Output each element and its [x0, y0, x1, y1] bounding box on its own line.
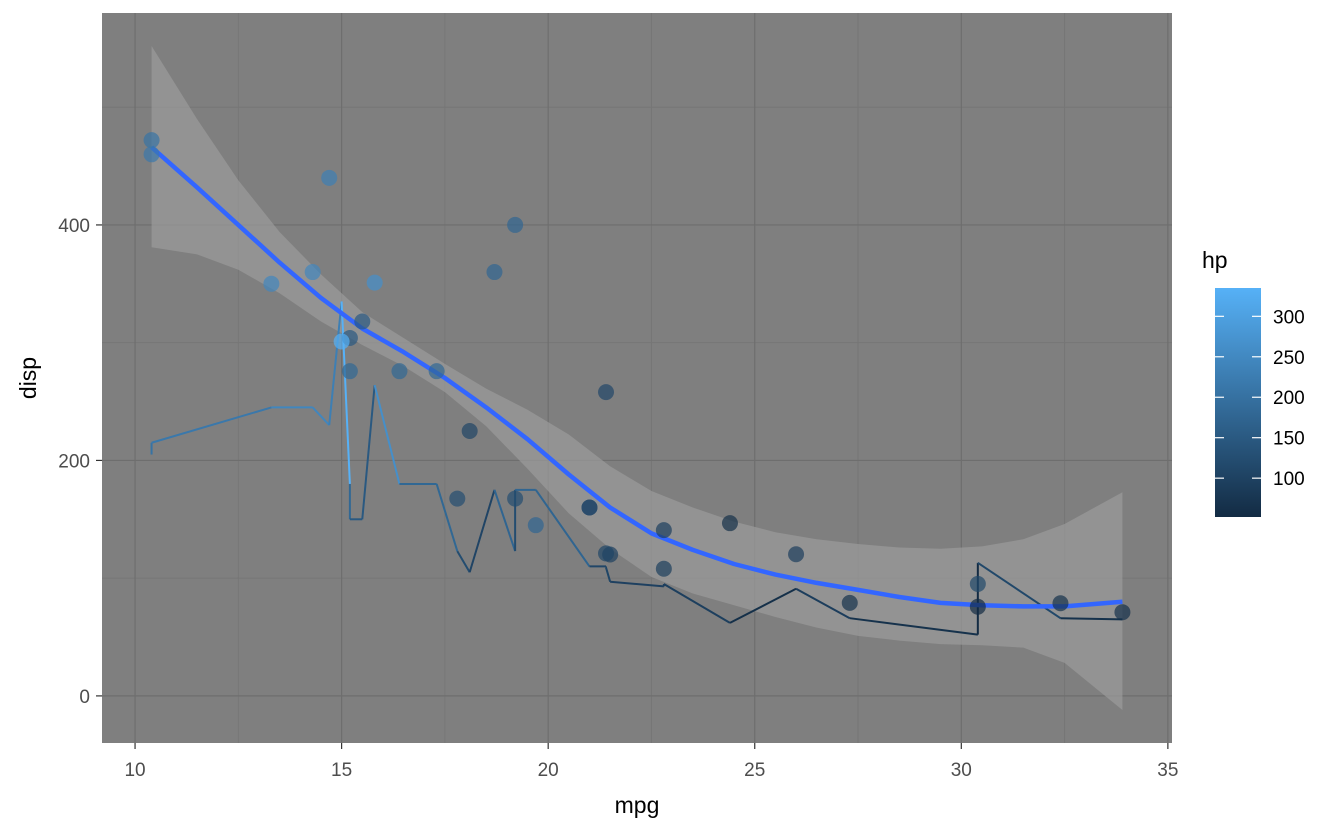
path-layer: [150, 301, 1123, 636]
path-segment: [328, 301, 343, 426]
legend-colorbar: [1215, 288, 1261, 517]
path-segment: [373, 384, 401, 485]
x-axis-ticks: 10 15 20 25 30 35: [124, 743, 1178, 781]
data-point: [1114, 604, 1131, 621]
path-segment: [435, 483, 459, 552]
path-segment: [977, 562, 1062, 620]
data-point: [428, 363, 445, 380]
data-point: [143, 132, 160, 149]
legend-tick-label: 150: [1273, 429, 1305, 450]
path-segment: [849, 617, 978, 636]
path-segment: [1060, 617, 1123, 621]
path-segment: [534, 489, 591, 567]
grid-major-lines: [102, 13, 1172, 743]
legend-title: hp: [1202, 247, 1228, 273]
path-segment: [361, 384, 376, 520]
data-point: [598, 545, 615, 562]
y-tick-label: 0: [79, 687, 90, 708]
path-segment: [795, 587, 851, 620]
smooth-line: [150, 145, 1123, 609]
data-point: [263, 275, 280, 292]
y-axis-title: disp: [15, 357, 41, 399]
hp-legend: hp 100 150 200 250 300: [1202, 247, 1305, 517]
data-point: [527, 517, 544, 534]
data-point: [461, 422, 478, 439]
data-point: [366, 274, 383, 291]
path-segment: [468, 489, 496, 573]
x-tick-label: 30: [951, 760, 972, 781]
legend-ticks: 100 150 200 250 300: [1215, 307, 1305, 490]
data-point: [721, 515, 738, 532]
x-tick-label: 35: [1157, 760, 1178, 781]
data-point: [486, 264, 503, 281]
data-point: [969, 575, 986, 592]
x-tick-label: 25: [744, 760, 765, 781]
smooth-ribbon-layer: [151, 46, 1123, 710]
path-segment: [311, 406, 330, 426]
data-point: [598, 384, 615, 401]
data-point: [969, 598, 986, 615]
x-axis-title: mpg: [615, 792, 660, 818]
x-tick-label: 20: [538, 760, 559, 781]
path-segment: [610, 580, 664, 588]
data-point: [391, 363, 408, 380]
data-point: [655, 522, 672, 539]
data-point: [507, 216, 524, 233]
data-point: [354, 313, 371, 330]
data-point: [581, 499, 598, 516]
legend-tick-label: 300: [1273, 307, 1305, 328]
x-tick-label: 10: [124, 760, 145, 781]
legend-tick-label: 250: [1273, 348, 1305, 369]
data-point: [788, 546, 805, 563]
legend-tick-label: 200: [1273, 388, 1305, 409]
y-tick-label: 400: [58, 216, 90, 237]
path-segment: [605, 567, 612, 582]
smooth-line-layer: [150, 145, 1123, 609]
path-segment: [151, 406, 272, 444]
data-point: [304, 264, 321, 281]
data-point: [341, 363, 358, 380]
legend-tick-label: 100: [1273, 469, 1305, 490]
data-point: [507, 490, 524, 507]
data-point: [333, 333, 350, 350]
data-point: [841, 594, 858, 611]
x-tick-label: 15: [331, 760, 352, 781]
y-axis-ticks: 0 200 400: [58, 216, 102, 708]
path-segment: [663, 583, 731, 624]
data-point: [321, 169, 338, 186]
y-tick-label: 200: [58, 451, 90, 472]
data-point: [143, 146, 160, 163]
path-segment: [340, 301, 351, 485]
data-point: [1052, 595, 1069, 612]
path-segment: [456, 550, 471, 573]
data-point: [449, 490, 466, 507]
path-segment: [493, 489, 517, 552]
path-segment: [729, 587, 797, 624]
data-point: [655, 560, 672, 577]
smooth-confidence-ribbon: [151, 46, 1123, 710]
points-layer: [143, 132, 1131, 621]
